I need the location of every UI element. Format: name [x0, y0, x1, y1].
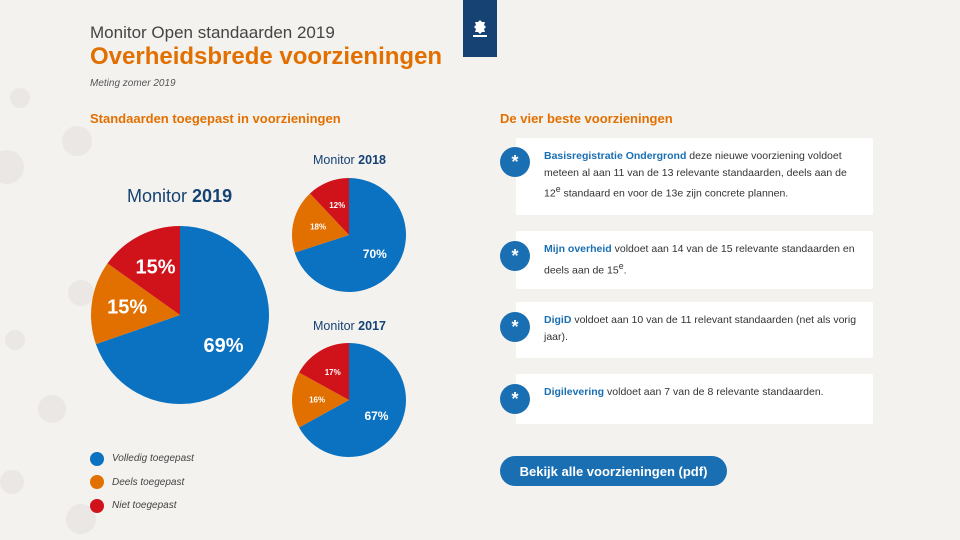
legend-item-deels: Deels toegepast — [90, 471, 194, 495]
voorziening-name: Mijn overheid — [544, 243, 612, 255]
page-subtitle: Meting zomer 2019 — [90, 78, 176, 89]
rijksoverheid-logo — [463, 0, 497, 57]
voorziening-name: Digilevering — [544, 386, 605, 398]
asterisk-icon: * — [500, 312, 530, 342]
pie-2018-label-niet: 12% — [329, 201, 345, 210]
chart-legend: Volledig toegepast Deels toegepast Niet … — [90, 447, 194, 518]
voorziening-text: voldoet aan 10 van de 11 relevant standa… — [544, 314, 857, 343]
legend-item-niet: Niet toegepast — [90, 494, 194, 518]
pie-2018-slice-niet — [309, 178, 349, 235]
superscript: e — [555, 184, 561, 194]
legend-label: Niet toegepast — [112, 500, 177, 512]
pie-2019-slice-niet — [107, 226, 180, 315]
asterisk-icon: * — [500, 147, 530, 177]
pie-2017-slice-volledig — [299, 343, 406, 458]
pie-2017-label-niet: 17% — [325, 368, 341, 377]
left-section-title: Standaarden toegepast in voorzieningen — [90, 111, 341, 126]
pie-2017-label-volledig: 67% — [364, 409, 388, 423]
legend-item-volledig: Volledig toegepast — [90, 447, 194, 471]
pie-2019-slice-deels — [90, 263, 180, 345]
voorziening-text: deze nieuwe voorziening voldoet meteen a… — [544, 150, 847, 200]
page-supertitle: Monitor Open standaarden 2019 — [90, 23, 335, 42]
voorziening-card-digid: * DigiD voldoet aan 10 van de 11 relevan… — [500, 302, 873, 358]
pie-2017-slice-niet — [299, 343, 349, 400]
legend-label: Deels toegepast — [112, 476, 185, 488]
pie-2019-slice-volledig — [95, 226, 269, 404]
pie-2017-slice-deels — [291, 372, 349, 428]
pie-2018-slice-deels — [292, 193, 349, 253]
pie-title-year: 2018 — [358, 153, 386, 167]
right-section-title: De vier beste voorzieningen — [500, 111, 673, 126]
voorziening-name: Basisregistratie Ondergrond — [544, 150, 687, 162]
voorziening-text-end: standaard en voor de 13e zijn concrete p… — [560, 187, 789, 200]
legend-swatch — [90, 451, 104, 466]
legend-label: Volledig toegepast — [112, 453, 194, 465]
pie-title-prefix: Monitor — [313, 153, 355, 167]
voorziening-card-mijn-overheid: * Mijn overheid voldoet aan 14 van de 15… — [500, 231, 873, 289]
voorziening-text: voldoet aan 14 van de 15 relevante stand… — [544, 243, 855, 276]
pie-2018-slice-volledig — [294, 178, 406, 292]
crest-icon — [473, 19, 487, 37]
asterisk-icon: * — [500, 241, 530, 271]
voorziening-card-digilevering: * Digilevering voldoet aan 7 van de 8 re… — [500, 374, 873, 424]
pie-title-year: 2019 — [192, 186, 233, 206]
pie-2018-label-deels: 18% — [310, 223, 326, 232]
pie-title-prefix: Monitor — [313, 319, 355, 333]
voorziening-text: voldoet aan 7 van de 8 relevante standaa… — [604, 386, 824, 398]
pie-2017-label-deels: 16% — [309, 396, 325, 405]
pie-2019-label-deels: 15% — [107, 296, 147, 318]
pie-title-2017: Monitor 2017 — [313, 319, 386, 333]
legend-swatch — [90, 475, 104, 490]
pie-2019-label-volledig: 69% — [203, 335, 243, 357]
voorziening-text-end: . — [623, 264, 627, 276]
asterisk-icon: * — [500, 384, 530, 414]
superscript: e — [618, 260, 624, 271]
pie-2018-label-volledig: 70% — [363, 247, 387, 261]
page-title: Overheidsbrede voorzieningen — [90, 43, 443, 70]
legend-swatch — [90, 498, 104, 513]
voorziening-name: DigiD — [544, 314, 572, 326]
pie-2019-label-niet: 15% — [136, 257, 176, 279]
voorziening-card-basisregistratie: * Basisregistratie Ondergrond deze nieuw… — [500, 138, 873, 215]
view-all-pdf-button[interactable]: Bekijk alle voorzieningen (pdf) — [500, 456, 727, 486]
pie-title-2019: Monitor 2019 — [127, 186, 232, 207]
pie-title-2018: Monitor 2018 — [313, 153, 386, 167]
pie-title-year: 2017 — [358, 319, 386, 333]
pie-title-prefix: Monitor — [127, 186, 188, 206]
